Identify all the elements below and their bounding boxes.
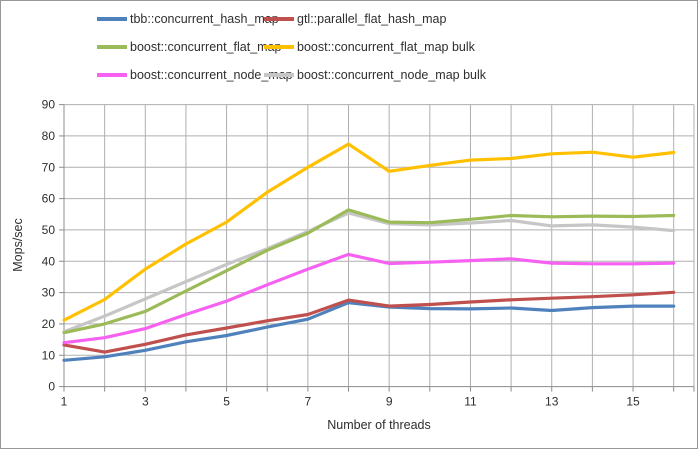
- legend-line-marker-icon: [97, 44, 127, 49]
- x-tick-label: 1: [61, 395, 68, 409]
- y-tick-label: 60: [42, 192, 56, 206]
- chart-legend: tbb::concurrent_hash_map gtl::parallel_fl…: [97, 7, 486, 86]
- legend-item-4: boost::concurrent_node_map: [97, 63, 293, 86]
- legend-item-5: boost::concurrent_node_map bulk: [264, 63, 486, 86]
- y-tick-label: 50: [42, 223, 56, 237]
- legend-line-marker-icon: [264, 44, 294, 49]
- series-line-5: [62, 211, 676, 334]
- x-tick-label: 9: [386, 395, 393, 409]
- series-line-0: [62, 301, 676, 362]
- legend-item-2: boost::concurrent_flat_map: [97, 35, 281, 58]
- legend-label: boost::concurrent_flat_map: [130, 39, 282, 54]
- x-tick-label: 15: [626, 395, 640, 409]
- legend-label: boost::concurrent_node_map bulk: [297, 67, 487, 82]
- x-tick-label: 11: [464, 395, 477, 409]
- legend-item-3: boost::concurrent_flat_map bulk: [264, 35, 486, 58]
- legend-line-marker-icon: [264, 16, 294, 21]
- series-line-4: [62, 252, 676, 345]
- legend-line-marker-icon: [97, 72, 127, 77]
- y-tick-label: 30: [42, 286, 56, 300]
- y-tick-label: 70: [42, 160, 56, 174]
- x-axis-title: Number of threads: [327, 418, 431, 432]
- x-tick-label: 3: [142, 395, 149, 409]
- x-tick-label: 5: [223, 395, 230, 409]
- y-tick-label: 80: [42, 129, 56, 143]
- y-tick-label: 10: [42, 348, 56, 362]
- legend-label: boost::concurrent_node_map: [130, 67, 293, 82]
- y-tick-label: 0: [48, 380, 55, 394]
- legend-label: tbb::concurrent_hash_map: [130, 11, 279, 26]
- y-axis-title: Mops/sec: [11, 218, 25, 272]
- series-line-1: [62, 290, 676, 354]
- series-line-2: [62, 208, 676, 335]
- y-tick-label: 90: [42, 98, 56, 112]
- y-tick-label: 20: [42, 317, 56, 331]
- x-tick-label: 13: [545, 395, 559, 409]
- legend-line-marker-icon: [264, 72, 294, 77]
- legend-item-0: tbb::concurrent_hash_map: [97, 7, 279, 30]
- legend-line-marker-icon: [97, 16, 127, 21]
- x-tick-label: 7: [305, 395, 312, 409]
- legend-label: gtl::parallel_flat_hash_map: [297, 11, 447, 26]
- y-tick-label: 40: [42, 254, 56, 268]
- legend-item-1: gtl::parallel_flat_hash_map: [264, 7, 486, 30]
- legend-label: boost::concurrent_flat_map bulk: [297, 39, 475, 54]
- series-line-3: [62, 142, 676, 322]
